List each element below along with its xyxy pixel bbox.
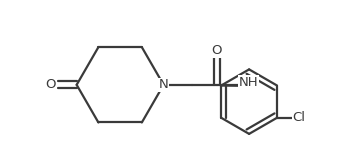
Text: N: N — [159, 78, 169, 91]
Text: Cl: Cl — [293, 111, 306, 124]
Text: O: O — [212, 44, 222, 57]
Text: O: O — [45, 78, 56, 91]
Text: NH: NH — [238, 76, 258, 89]
